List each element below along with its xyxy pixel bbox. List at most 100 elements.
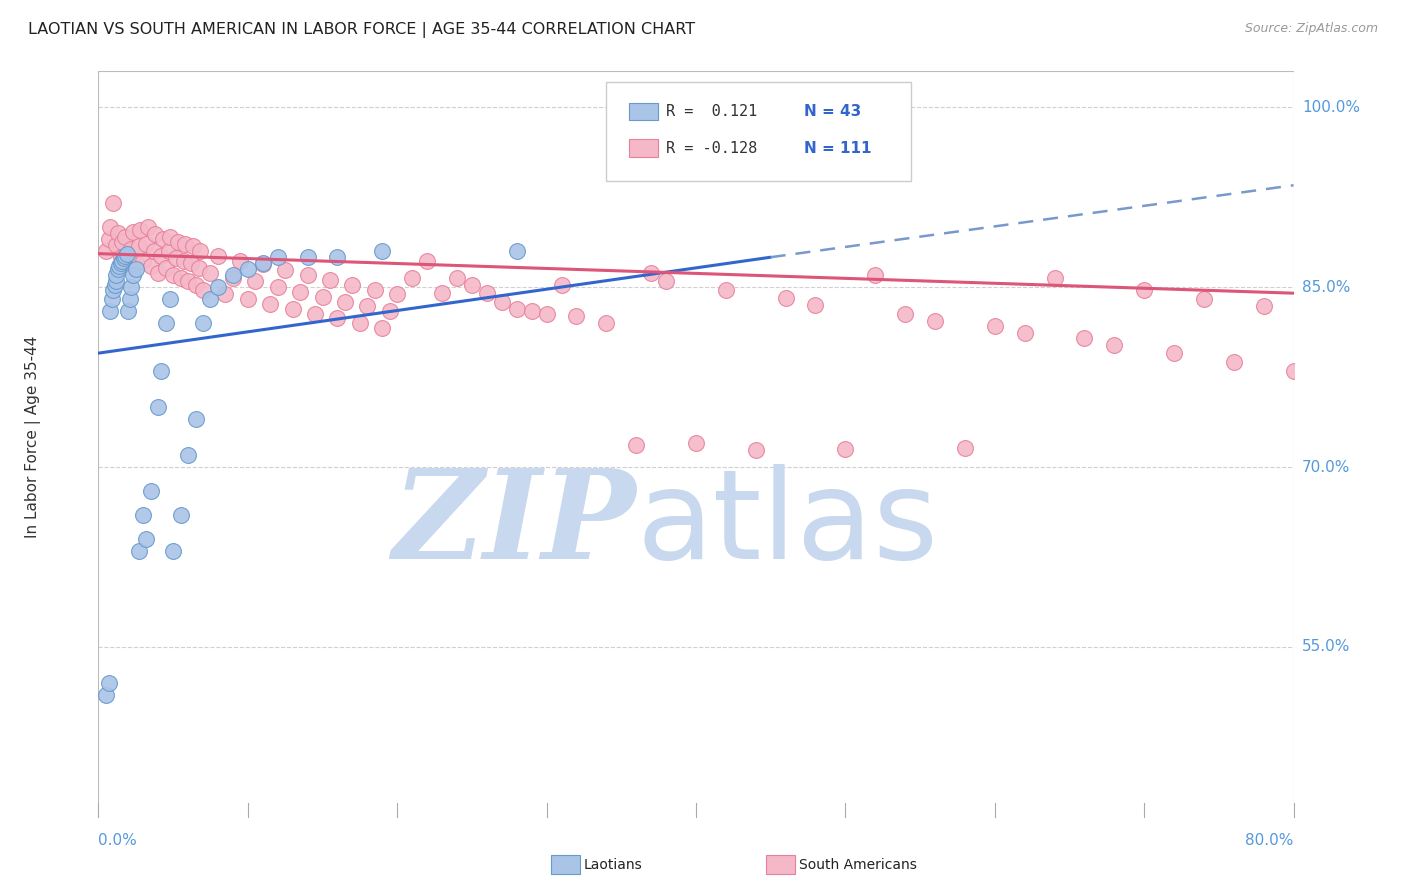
Point <box>297 250 319 264</box>
Text: 100.0%: 100.0% <box>1302 100 1360 115</box>
FancyBboxPatch shape <box>628 103 658 120</box>
Point <box>97 676 120 690</box>
Point <box>159 292 181 306</box>
Point <box>114 249 136 263</box>
Point <box>200 266 222 280</box>
Point <box>107 226 129 240</box>
Point <box>1343 307 1365 321</box>
Point <box>132 508 155 522</box>
Point <box>364 283 387 297</box>
Point <box>169 508 191 522</box>
Point <box>281 301 304 316</box>
Point <box>110 250 132 264</box>
Point <box>1312 371 1334 385</box>
Point <box>640 266 662 280</box>
Text: 70.0%: 70.0% <box>1302 459 1350 475</box>
Point <box>128 544 150 558</box>
Point <box>745 443 768 458</box>
Point <box>214 287 236 301</box>
Text: N = 43: N = 43 <box>804 104 860 120</box>
Point <box>274 263 297 277</box>
Point <box>236 292 259 306</box>
Point <box>112 252 135 266</box>
Point <box>595 316 617 330</box>
Point <box>191 316 214 330</box>
Point <box>155 316 177 330</box>
Point <box>177 448 200 462</box>
Point <box>333 294 356 309</box>
Point <box>165 252 187 266</box>
Point <box>1192 292 1215 306</box>
Point <box>267 250 290 264</box>
Point <box>135 237 157 252</box>
Point <box>259 297 281 311</box>
Point <box>139 259 162 273</box>
Point <box>121 268 143 283</box>
Point <box>150 364 173 378</box>
Text: Laotians: Laotians <box>583 858 643 872</box>
Point <box>169 270 191 285</box>
Point <box>180 256 202 270</box>
Point <box>94 688 117 702</box>
Point <box>94 244 117 259</box>
FancyBboxPatch shape <box>551 855 579 874</box>
Point <box>1253 299 1275 313</box>
Point <box>236 262 259 277</box>
Point <box>108 259 131 273</box>
Text: ZIP: ZIP <box>392 464 636 586</box>
Point <box>924 314 946 328</box>
Point <box>983 318 1005 333</box>
Point <box>1223 354 1246 368</box>
Point <box>834 442 856 456</box>
Point <box>166 235 188 249</box>
Point <box>506 244 529 259</box>
Point <box>491 294 513 309</box>
Point <box>188 244 211 259</box>
Point <box>304 307 326 321</box>
FancyBboxPatch shape <box>628 139 658 157</box>
Point <box>775 291 797 305</box>
Point <box>371 244 394 259</box>
Point <box>207 249 229 263</box>
Text: Source: ZipAtlas.com: Source: ZipAtlas.com <box>1244 22 1378 36</box>
Point <box>865 268 887 283</box>
Point <box>184 277 207 292</box>
Text: In Labor Force | Age 35-44: In Labor Force | Age 35-44 <box>25 336 41 538</box>
Point <box>148 400 170 414</box>
Point <box>184 412 207 426</box>
Point <box>111 235 134 249</box>
Point <box>103 283 125 297</box>
Point <box>520 304 543 318</box>
Text: 85.0%: 85.0% <box>1302 280 1350 294</box>
Point <box>187 260 209 275</box>
Point <box>1133 283 1156 297</box>
Point <box>155 260 177 275</box>
Point <box>565 309 588 323</box>
Point <box>105 238 128 252</box>
Point <box>326 311 349 326</box>
Point <box>111 253 134 268</box>
Point <box>97 232 120 246</box>
Point <box>98 220 122 235</box>
Point <box>104 277 127 292</box>
Point <box>150 249 173 263</box>
Point <box>1163 346 1185 360</box>
Point <box>114 230 136 244</box>
Point <box>128 239 150 253</box>
Text: LAOTIAN VS SOUTH AMERICAN IN LABOR FORCE | AGE 35-44 CORRELATION CHART: LAOTIAN VS SOUTH AMERICAN IN LABOR FORCE… <box>28 22 695 38</box>
Point <box>148 266 170 280</box>
Text: N = 111: N = 111 <box>804 141 872 156</box>
Point <box>714 283 737 297</box>
Point <box>655 274 678 288</box>
Point <box>446 270 468 285</box>
Point <box>252 256 274 270</box>
Point <box>475 286 498 301</box>
Point <box>120 280 142 294</box>
Text: R = -0.128: R = -0.128 <box>666 141 758 156</box>
Point <box>1014 326 1036 340</box>
Point <box>117 304 139 318</box>
FancyBboxPatch shape <box>766 855 794 874</box>
Point <box>139 483 162 498</box>
Point <box>152 232 174 246</box>
Point <box>105 268 128 283</box>
